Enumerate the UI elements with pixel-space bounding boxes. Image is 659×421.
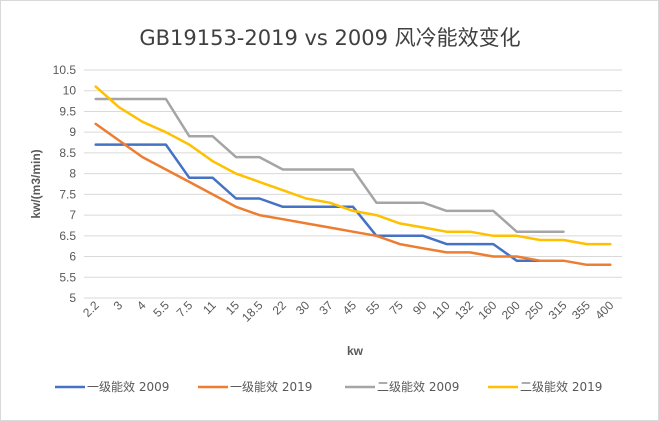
- y-tick-label: 8: [69, 167, 76, 181]
- series-line-1: [94, 143, 542, 262]
- x-tick-label: 160: [475, 298, 499, 322]
- y-tick-label: 9: [69, 125, 76, 139]
- x-tick-label: 30: [293, 298, 313, 318]
- x-tick-label: 3: [111, 298, 126, 313]
- x-tick-label: 132: [452, 298, 476, 322]
- x-tick-label: 4: [134, 298, 149, 313]
- x-tick-label: 11: [200, 298, 219, 317]
- series-line-4: [94, 85, 612, 246]
- x-tick-label: 75: [387, 298, 407, 318]
- x-tick-label: 200: [499, 298, 523, 322]
- y-axis-title: kw/(m3/min): [29, 149, 43, 218]
- legend-label: 一级能效 2009: [87, 379, 169, 394]
- x-tick-label: 2.2: [80, 298, 102, 320]
- y-tick-label: 8.5: [59, 146, 76, 160]
- legend: 一级能效 2009 一级能效 2019 二级能效 2009 二级能效 2019: [55, 379, 602, 394]
- y-tick-label: 7.5: [59, 187, 76, 201]
- x-tick-label: 7.5: [174, 298, 196, 320]
- series-line-2: [94, 122, 612, 267]
- legend-label: 二级能效 2019: [520, 379, 602, 394]
- y-tick-label: 10.5: [53, 63, 77, 77]
- legend-label: 一级能效 2019: [230, 379, 312, 394]
- x-tick-label: 400: [592, 298, 616, 322]
- y-tick-label: 6.5: [59, 229, 76, 243]
- x-tick-label: 55: [363, 298, 383, 318]
- x-tick-label: 37: [316, 298, 336, 318]
- y-tick-label: 7: [69, 208, 76, 222]
- y-axis-ticks: 5 5.5 6 6.5 7 7.5 8 8.5 9 9.5 10 10.5: [53, 63, 77, 305]
- x-tick-label: 90: [410, 298, 430, 318]
- x-tick-label: 45: [340, 298, 360, 318]
- series-lines: [94, 85, 612, 267]
- y-tick-label: 6: [69, 250, 76, 264]
- y-tick-label: 5.5: [59, 270, 76, 284]
- chart-title: GB19153-2019 vs 2009 风冷能效变化: [139, 26, 520, 50]
- y-tick-label: 9.5: [59, 104, 76, 118]
- x-tick-label: 5.5: [150, 298, 172, 320]
- x-tick-label: 22: [270, 298, 290, 318]
- y-tick-label: 5: [69, 291, 76, 305]
- x-tick-label: 110: [429, 298, 453, 322]
- x-axis-title: kw: [347, 344, 364, 358]
- x-tick-label: 355: [569, 298, 593, 322]
- y-tick-label: 10: [63, 84, 77, 98]
- series-line-3: [94, 97, 565, 233]
- x-tick-label: 315: [546, 298, 570, 322]
- legend-label: 二级能效 2009: [377, 379, 459, 394]
- x-tick-label: 250: [522, 298, 546, 322]
- x-tick-label: 18.5: [239, 298, 266, 325]
- gridlines: [84, 69, 622, 299]
